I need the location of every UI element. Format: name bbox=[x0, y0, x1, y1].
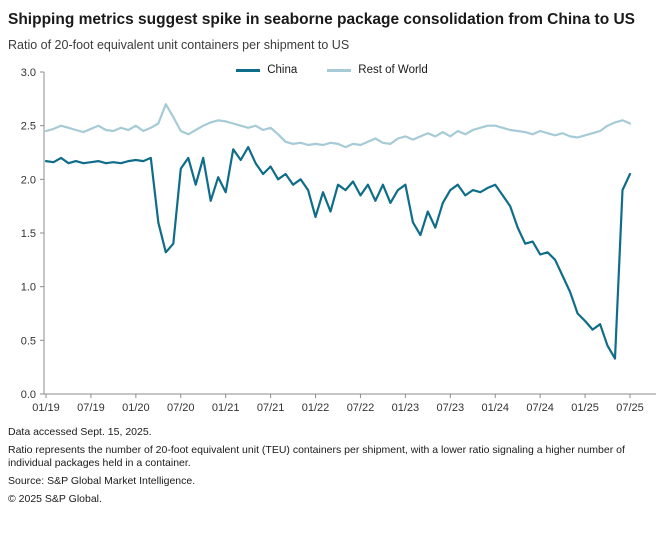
y-tick-label: 2.5 bbox=[21, 121, 36, 133]
x-tick-label: 01/24 bbox=[481, 402, 509, 414]
x-tick-label: 07/25 bbox=[616, 402, 644, 414]
chart-subtitle: Ratio of 20-foot equivalent unit contain… bbox=[8, 38, 350, 53]
rest-of-world-line bbox=[44, 103, 632, 149]
x-tick-label: 01/23 bbox=[392, 402, 420, 414]
y-tick-label: 1.5 bbox=[21, 228, 36, 240]
footnote-copyright: © 2025 S&P Global. bbox=[8, 492, 102, 505]
x-tick-label: 01/22 bbox=[302, 402, 330, 414]
y-tick-label: 0.5 bbox=[21, 335, 36, 347]
chart-area: China Rest of World 3.0 2.5 2.0 1.5 1.0 0.5 0.… bbox=[8, 64, 660, 416]
china-line bbox=[44, 146, 632, 360]
y-tick-label: 3.0 bbox=[21, 67, 36, 79]
line-chart: 3.0 2.5 2.0 1.5 1.0 0.5 0.001/19 07/19 01/20 07/2… bbox=[21, 67, 656, 414]
y-tick-label: 0.0 bbox=[21, 389, 36, 401]
x-tick-label: 07/20 bbox=[167, 402, 195, 414]
chart-title: Shipping metrics suggest spike in seabor… bbox=[8, 11, 636, 28]
footnote-source: Source: S&P Global Market Intelligence. bbox=[8, 475, 196, 488]
footnote-data-accessed: Data accessed Sept. 15, 2025. bbox=[8, 426, 152, 439]
x-tick-label: 01/20 bbox=[122, 402, 150, 414]
y-tick-label: 2.0 bbox=[21, 174, 36, 186]
x-tick-label: 07/22 bbox=[347, 402, 375, 414]
x-tick-label: 01/19 bbox=[32, 402, 60, 414]
x-tick-label: 07/19 bbox=[77, 402, 105, 414]
x-tick-label: 07/23 bbox=[437, 402, 465, 414]
x-tick-label: 07/21 bbox=[257, 402, 285, 414]
x-tick-label: 01/25 bbox=[571, 402, 599, 414]
x-tick-label: 07/24 bbox=[526, 402, 554, 414]
y-tick-label: 1.0 bbox=[21, 282, 36, 294]
footnotes: Data accessed Sept. 15, 2025. Ratio repr… bbox=[8, 426, 652, 506]
footnote-ratio-definition: Ratio represents the number of 20-foot e… bbox=[8, 443, 625, 470]
x-tick-label: 01/21 bbox=[212, 402, 240, 414]
